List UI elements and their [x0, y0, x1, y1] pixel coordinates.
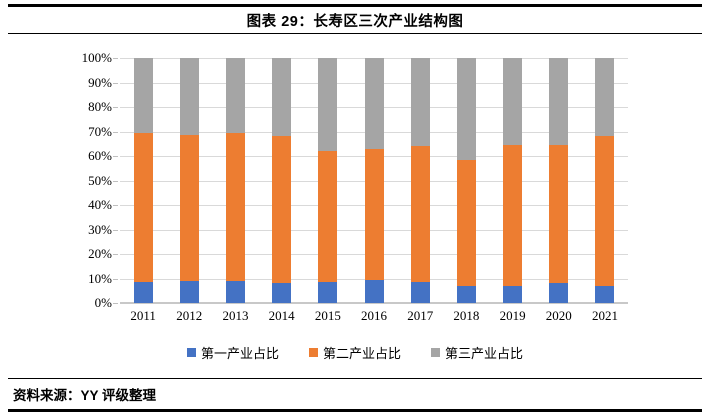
y-axis-label: 70% — [88, 123, 112, 139]
bar-segment-2013 — [225, 132, 245, 281]
y-axis: 0% 10% 20% 30% 40% 50% 60% 70% 80% 90% 100% — [32, 51, 112, 310]
bar-2013 — [225, 58, 245, 303]
y-axis-tick — [113, 82, 118, 84]
bar-segment-2015 — [318, 58, 338, 152]
bar-segment-2013 — [225, 280, 245, 303]
bar-segment-2016 — [364, 58, 384, 149]
y-axis-label: 20% — [88, 246, 112, 261]
y-axis-label: 0% — [94, 295, 112, 310]
legend-label: 第二产业占比 — [322, 346, 401, 361]
bar-segment-2014 — [272, 283, 292, 303]
title-underline — [8, 33, 702, 34]
x-axis-label: 2020 — [545, 308, 572, 323]
y-axis-label: 30% — [88, 221, 112, 237]
y-axis-label: 100% — [81, 50, 112, 65]
bar-segment-2021 — [595, 58, 615, 137]
y-axis-tick — [113, 229, 118, 231]
y-axis-tick — [113, 58, 118, 59]
y-axis-tick — [113, 303, 118, 304]
legend-item: 第二产业占比 — [308, 343, 401, 362]
y-axis-label: 40% — [88, 197, 112, 212]
y-axis-label: 10% — [88, 270, 112, 286]
x-axis-label: 2015 — [314, 308, 341, 323]
x-axis-label: 2016 — [361, 308, 388, 323]
x-axis-label: 2018 — [453, 308, 480, 323]
y-axis-tick — [113, 254, 118, 255]
source-note: 资料来源：YY 评级整理 — [13, 388, 157, 403]
y-axis-tick — [113, 205, 118, 206]
legend-swatch — [308, 348, 318, 357]
x-axis-label: 2017 — [407, 308, 434, 323]
bar-segment-2015 — [318, 151, 338, 283]
bar-segment-2017 — [410, 282, 430, 303]
bar-segment-2016 — [364, 148, 384, 280]
bar-segment-2018 — [456, 58, 476, 160]
bar-2015 — [318, 58, 338, 303]
legend-item: 第三产业占比 — [431, 343, 523, 362]
bar-2017 — [410, 58, 430, 303]
bar-segment-2019 — [503, 285, 523, 303]
y-axis-tick — [113, 107, 118, 108]
bar-2011 — [133, 58, 153, 303]
plot-area — [113, 58, 628, 304]
y-axis-tick — [113, 156, 118, 157]
bar-segment-2017 — [410, 58, 430, 147]
bar-segment-2014 — [272, 136, 292, 284]
x-axis-label: 2019 — [499, 308, 526, 323]
bar-2020 — [549, 58, 569, 303]
top-border-line — [8, 4, 702, 7]
bar-segment-2011 — [133, 282, 153, 303]
bar-2014 — [272, 58, 292, 303]
bar-2018 — [456, 58, 476, 303]
bar-segment-2019 — [503, 144, 523, 286]
y-axis-tick — [113, 131, 118, 133]
x-axis-line — [120, 302, 628, 304]
bar-segment-2018 — [456, 159, 476, 286]
y-axis-label: 80% — [88, 99, 112, 114]
x-axis-label: 2014 — [268, 308, 295, 323]
y-axis-tick — [113, 180, 118, 182]
bar-segment-2015 — [318, 282, 338, 303]
y-axis-tick — [113, 278, 118, 280]
y-axis-label: 60% — [88, 148, 112, 163]
bar-segment-2012 — [179, 135, 199, 281]
bar-segment-2012 — [179, 58, 199, 136]
bar-2019 — [503, 58, 523, 303]
bar-segment-2011 — [133, 132, 153, 283]
bar-segment-2011 — [133, 58, 153, 133]
bar-segment-2012 — [179, 280, 199, 303]
bar-segment-2020 — [549, 283, 569, 303]
bar-segment-2020 — [549, 58, 569, 145]
y-axis-label: 90% — [88, 74, 112, 90]
legend-item: 第一产业占比 — [186, 343, 279, 362]
x-axis-label: 2021 — [591, 308, 618, 323]
bar-segment-2021 — [595, 136, 615, 286]
legend: 第一产业占比 第二产业占比 第三产业占比 — [0, 343, 710, 362]
x-axis-label: 2013 — [222, 308, 249, 323]
bar-segment-2013 — [225, 58, 245, 133]
bar-segment-2020 — [549, 144, 569, 284]
footer-top-line — [8, 378, 702, 379]
y-axis-label: 50% — [88, 172, 112, 188]
bar-segment-2014 — [272, 58, 292, 137]
bottom-border-line — [8, 409, 702, 412]
bar-2021 — [595, 58, 615, 303]
bar-segment-2017 — [410, 146, 430, 283]
chart-title: 图表 29：长寿区三次产业结构图 — [246, 14, 464, 30]
legend-label: 第三产业占比 — [445, 346, 524, 361]
x-axis-label: 2012 — [176, 308, 203, 323]
bar-segment-2019 — [503, 58, 523, 145]
x-axis: 2011 2012 2013 2014 2015 2016 2017 2018 2019 2020… — [120, 308, 628, 324]
bar-2012 — [179, 58, 199, 303]
legend-label: 第一产业占比 — [200, 346, 279, 361]
bar-segment-2016 — [364, 279, 384, 303]
x-axis-label: 2011 — [130, 308, 156, 323]
legend-swatch — [431, 348, 440, 357]
bar-segment-2021 — [595, 285, 615, 303]
legend-swatch — [186, 348, 196, 357]
bar-segment-2018 — [456, 285, 476, 303]
bar-2016 — [364, 58, 384, 303]
